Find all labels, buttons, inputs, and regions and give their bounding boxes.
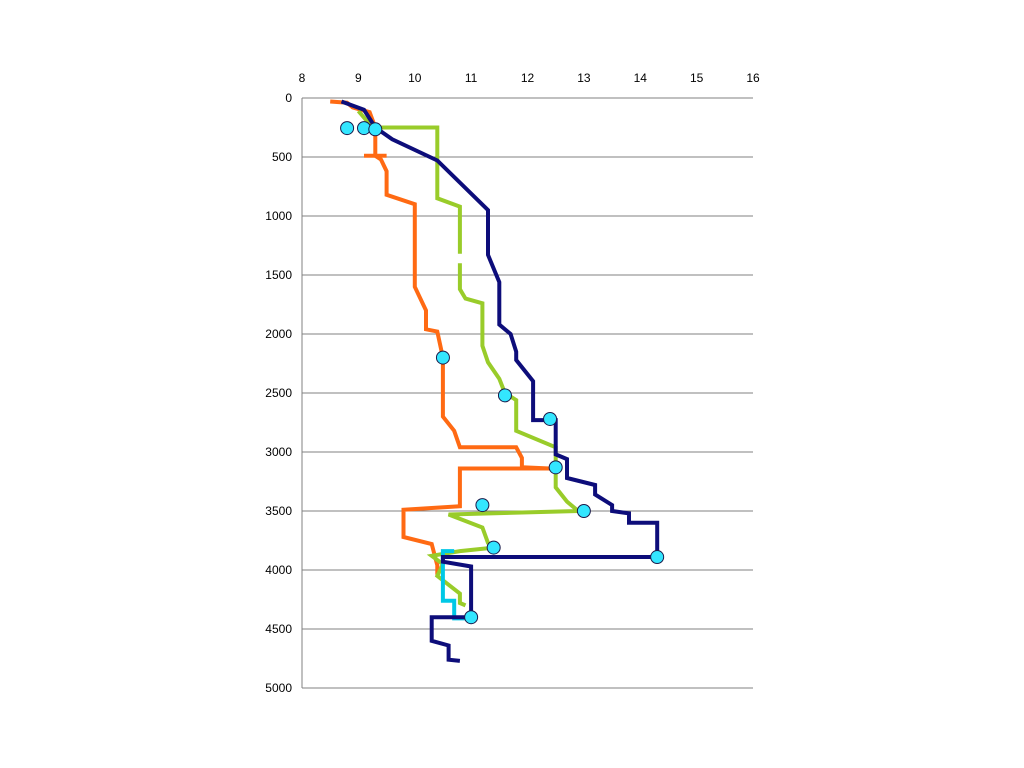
data-point-marker — [497, 388, 512, 403]
x-tick-label: 11 — [465, 71, 478, 85]
y-tick-label: 1000 — [265, 209, 292, 223]
data-point-marker — [486, 540, 501, 555]
y-axis-tick-labels: 0 500 1000 1500 2000 2500 3000 3500 4000 4500 5000 — [265, 91, 292, 695]
y-tick-label: 5000 — [265, 681, 292, 695]
data-point-marker — [475, 498, 490, 513]
x-tick-label: 10 — [408, 71, 422, 85]
data-point-marker — [340, 121, 355, 136]
gridlines — [301, 97, 753, 689]
y-tick-label: 2000 — [265, 327, 292, 341]
y-tick-label: 1500 — [265, 268, 292, 282]
data-point-marker — [543, 411, 558, 426]
x-tick-label: 12 — [521, 71, 535, 85]
x-tick-label: 9 — [355, 71, 362, 85]
x-tick-label: 15 — [690, 71, 704, 85]
y-tick-label: 3500 — [265, 504, 292, 518]
series-line-6 — [340, 99, 660, 663]
data-point-marker — [548, 460, 563, 475]
y-tick-label: 3000 — [265, 445, 292, 459]
y-tick-label: 500 — [272, 150, 292, 164]
y-tick-label: 0 — [285, 91, 292, 105]
data-point-marker — [435, 350, 450, 365]
x-tick-label: 16 — [746, 71, 760, 85]
data-point-marker — [650, 550, 665, 565]
y-tick-label: 2500 — [265, 386, 292, 400]
x-tick-label: 14 — [634, 71, 648, 85]
series-lines — [330, 99, 660, 663]
y-tick-label: 4500 — [265, 622, 292, 636]
data-markers — [340, 121, 665, 625]
y-tick-label: 4000 — [265, 563, 292, 577]
x-tick-label: 13 — [577, 71, 591, 85]
data-point-marker — [368, 122, 383, 137]
series-line-1 — [330, 99, 551, 575]
data-point-marker — [576, 504, 591, 518]
data-point-marker — [464, 610, 479, 625]
x-tick-label: 8 — [299, 71, 306, 85]
x-axis-tick-labels: 8 9 10 11 12 13 14 15 16 — [299, 71, 760, 85]
